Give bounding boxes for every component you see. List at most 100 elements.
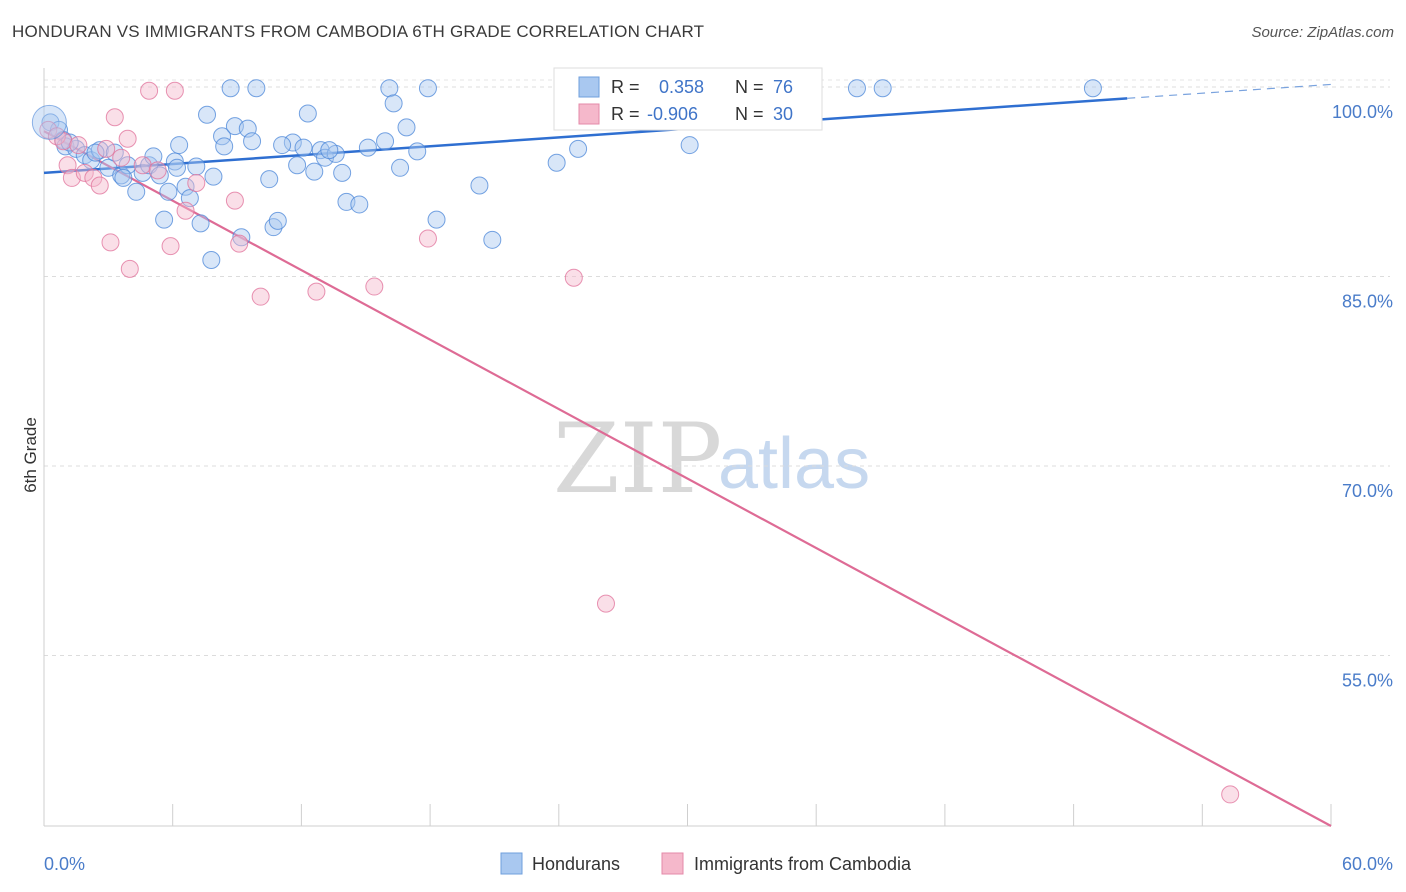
honduran-point-55: [397, 118, 416, 137]
honduran-point-58: [427, 210, 446, 229]
stats-n-value-1: 76: [773, 77, 793, 97]
y-tick-label-3: 100.0%: [1332, 102, 1393, 122]
honduran-point-53: [384, 94, 403, 113]
honduran-point-50: [358, 138, 377, 157]
honduran-point-38: [268, 211, 287, 230]
stats-r-value-2: -0.906: [647, 104, 698, 124]
stats-swatch-cambodia: [578, 103, 600, 125]
honduran-point-29: [215, 137, 234, 156]
honduran-trend-line: [43, 97, 1128, 175]
stats-n-label-1: N =: [735, 77, 764, 97]
cambodia-point-19: [165, 81, 184, 100]
legend-label-cambodia: Immigrants from Cambodia: [694, 854, 912, 874]
cambodia-point-22: [225, 191, 244, 210]
honduran-point-59: [470, 176, 489, 195]
stats-n-label-2: N =: [735, 104, 764, 124]
legend: Hondurans Immigrants from Cambodia: [500, 852, 912, 875]
x-tick-label-1: 60.0%: [1342, 854, 1393, 874]
honduran-point-21: [176, 177, 195, 196]
cambodia-point-21: [187, 173, 206, 192]
honduran-point-26: [202, 251, 221, 270]
honduran-point-54: [391, 158, 410, 177]
x-tick-label-0: 0.0%: [44, 854, 85, 874]
cambodia-point-30: [1221, 785, 1240, 804]
honduran-point-69: [1083, 79, 1102, 98]
cambodia-point-23: [230, 234, 249, 253]
cambodia-point-20: [176, 201, 195, 220]
honduran-point-40: [288, 156, 307, 175]
stats-r-label-1: R =: [611, 77, 640, 97]
honduran-point-39: [283, 133, 302, 152]
honduran-point-43: [305, 162, 324, 181]
y-tick-label-2: 85.0%: [1342, 291, 1393, 311]
y-tick-label-0: 55.0%: [1342, 670, 1393, 690]
honduran-point-61: [547, 153, 566, 172]
x-tick-labels: 0.0% 60.0%: [44, 854, 1393, 874]
honduran-point-24: [191, 214, 210, 233]
honduran-point-27: [204, 167, 223, 186]
honduran-point-30: [221, 79, 240, 98]
cambodia-point-11: [105, 108, 124, 127]
stats-r-value-1: 0.358: [659, 77, 704, 97]
stats-swatch-hondurans: [578, 76, 600, 98]
honduran-point-17: [155, 210, 174, 229]
honduran-cluster-point: [31, 104, 67, 140]
honduran-point-62: [569, 139, 588, 158]
honduran-point-41: [294, 138, 313, 157]
honduran-point-35: [247, 79, 266, 98]
honduran-point-13: [133, 163, 152, 182]
legend-swatch-cambodia: [661, 852, 684, 875]
cambodia-point-25: [307, 282, 326, 301]
honduran-point-23: [187, 157, 206, 176]
honduran-point-25: [198, 105, 217, 124]
honduran-point-42: [298, 104, 317, 123]
cambodia-point-9: [97, 139, 116, 158]
legend-label-hondurans: Hondurans: [532, 854, 620, 874]
y-tick-labels: 55.0% 70.0% 85.0% 100.0%: [1332, 102, 1393, 691]
honduran-point-68: [873, 79, 892, 98]
watermark-atlas: atlas: [718, 424, 870, 504]
honduran-point-56: [408, 142, 427, 161]
honduran-point-74: [273, 136, 292, 155]
cambodia-point-27: [418, 229, 437, 248]
cambodia-point-7: [84, 168, 103, 187]
cambodia-trend-line: [43, 130, 1332, 827]
stats-box: R = 0.358 N = 76 R = -0.906 N = 30: [553, 67, 823, 131]
honduran-point-47: [333, 163, 352, 182]
cambodia-point-15: [133, 156, 152, 175]
cambodia-point-17: [148, 161, 167, 180]
cambodia-point-6: [75, 163, 94, 182]
honduran-point-49: [350, 195, 369, 214]
cambodia-point-8: [90, 176, 109, 195]
honduran-point-18: [159, 182, 178, 201]
cambodia-point-13: [118, 129, 137, 148]
honduran-point-52: [380, 79, 399, 98]
cambodia-point-12: [112, 148, 131, 167]
honduran-point-20: [170, 136, 189, 155]
axes: [43, 68, 1332, 827]
cambodia-point-26: [365, 277, 384, 296]
honduran-trend-extension: [1127, 83, 1332, 99]
cambodia-point-14: [120, 259, 139, 278]
honduran-point-71: [86, 143, 105, 162]
gridlines: [44, 79, 1390, 656]
y-axis-title: 6th Grade: [21, 417, 40, 493]
honduran-point-34: [243, 132, 262, 151]
honduran-point-60: [483, 230, 502, 249]
source-label: Source: ZipAtlas.com: [1251, 24, 1394, 41]
honduran-point-15: [144, 147, 163, 166]
honduran-point-72: [114, 168, 133, 187]
honduran-point-75: [320, 141, 339, 160]
cambodia-point-28: [564, 268, 583, 287]
cambodia-point-5: [69, 136, 88, 155]
honduran-point-10: [112, 166, 131, 185]
honduran-point-36: [260, 170, 279, 189]
trend-lines: [43, 83, 1332, 827]
legend-swatch-hondurans: [500, 852, 523, 875]
honduran-point-12: [127, 182, 146, 201]
cambodia-point-24: [251, 287, 270, 306]
honduran-point-73: [167, 158, 186, 177]
honduran-point-67: [847, 79, 866, 98]
honduran-point-57: [418, 79, 437, 98]
